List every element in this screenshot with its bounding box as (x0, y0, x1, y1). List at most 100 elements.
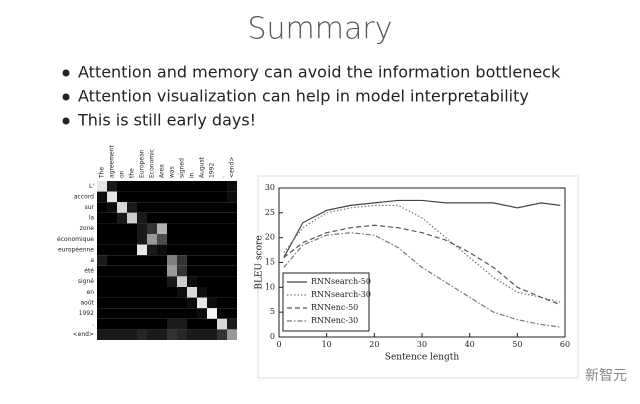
y-label: été (84, 268, 94, 275)
x-label: in (189, 172, 196, 178)
y-tick-label: 10 (265, 282, 275, 291)
heat-cell (187, 212, 197, 224)
heat-cell (127, 191, 137, 203)
heat-cell (127, 308, 137, 319)
heat-cell (217, 308, 227, 319)
heat-cell (137, 212, 147, 224)
heat-cell (117, 202, 127, 213)
y-label: économique (57, 236, 94, 243)
watermark: 新智元 (585, 368, 627, 384)
heat-cell (107, 297, 117, 309)
heat-cell (207, 191, 217, 203)
heat-cell (117, 255, 127, 266)
heat-cell (177, 318, 187, 330)
heat-cell (127, 287, 137, 298)
heat-cell (137, 255, 147, 266)
y-tick-label: 0 (270, 332, 275, 341)
heat-cell (97, 234, 107, 245)
y-label: a (90, 257, 94, 264)
heat-cell (167, 244, 177, 256)
heat-cell (207, 276, 217, 287)
heat-cell (227, 265, 237, 277)
heat-cell (117, 276, 127, 287)
heat-cell (117, 244, 127, 256)
heat-cell (97, 308, 107, 319)
heat-cell (217, 276, 227, 287)
heat-cell (137, 297, 147, 309)
heat-cell (217, 234, 227, 245)
heat-cell (117, 234, 127, 245)
heat-cell (137, 329, 147, 340)
x-label: 1992 (209, 163, 216, 178)
heat-cell (197, 308, 207, 319)
heat-cell (187, 234, 197, 245)
heat-cell (147, 191, 157, 203)
heat-cell (97, 329, 107, 340)
heat-cell (97, 223, 107, 234)
heat-cell (167, 297, 177, 309)
heat-cell (227, 255, 237, 266)
heat-cell (107, 329, 117, 340)
series-line (283, 204, 561, 303)
heat-cell (227, 244, 237, 256)
heat-cell (167, 181, 177, 192)
bullet-dot (62, 93, 70, 101)
heat-cell (157, 276, 167, 287)
heat-cell (177, 329, 187, 340)
heat-cell (137, 308, 147, 319)
heat-cell (127, 181, 137, 192)
heat-cell (177, 276, 187, 287)
series-line (283, 199, 561, 258)
legend-label: RNNenc-30 (311, 316, 358, 325)
heat-cell (177, 202, 187, 213)
heat-cell (177, 223, 187, 234)
heat-cell (147, 202, 157, 213)
heat-cell (137, 318, 147, 330)
heat-cell (217, 244, 227, 256)
heat-cell (197, 212, 207, 224)
heat-cell (107, 308, 117, 319)
heat-cell (127, 202, 137, 213)
series-line (283, 224, 561, 306)
heat-cell (97, 265, 107, 277)
heat-cell (97, 318, 107, 330)
heat-cell (107, 287, 117, 298)
heat-cell (177, 297, 187, 309)
legend-label: RNNsearch-30 (311, 290, 371, 299)
heat-cell (97, 255, 107, 266)
legend-box (282, 272, 370, 332)
heat-cell (207, 287, 217, 298)
heat-cell (127, 329, 137, 340)
y-axis-label: BLEU score (255, 235, 265, 289)
heat-cell (147, 297, 157, 309)
bullet: Attention and memory can avoid the infor… (78, 63, 561, 82)
heat-cell (187, 297, 197, 309)
heat-cell (187, 318, 197, 330)
heat-cell (217, 202, 227, 213)
heat-cell (227, 318, 237, 330)
heat-cell (217, 191, 227, 203)
heat-cell (227, 191, 237, 203)
x-label: . (219, 176, 226, 178)
x-tick-label: 10 (322, 340, 332, 349)
heat-cell (197, 191, 207, 203)
heat-cell (137, 234, 147, 245)
heat-cell (197, 202, 207, 213)
heat-cell (217, 223, 227, 234)
heat-cell (127, 255, 137, 266)
heat-cell (157, 297, 167, 309)
series-line (283, 232, 561, 328)
heat-cell (107, 212, 117, 224)
heat-cell (217, 287, 227, 298)
heat-cell (197, 329, 207, 340)
x-label: <end> (229, 157, 236, 178)
heat-cell (197, 318, 207, 330)
heat-cell (117, 265, 127, 277)
y-label: sur (85, 204, 95, 211)
heat-cell (207, 329, 217, 340)
y-label: L' (89, 183, 94, 190)
heat-cell (127, 223, 137, 234)
heat-cell (157, 223, 167, 234)
